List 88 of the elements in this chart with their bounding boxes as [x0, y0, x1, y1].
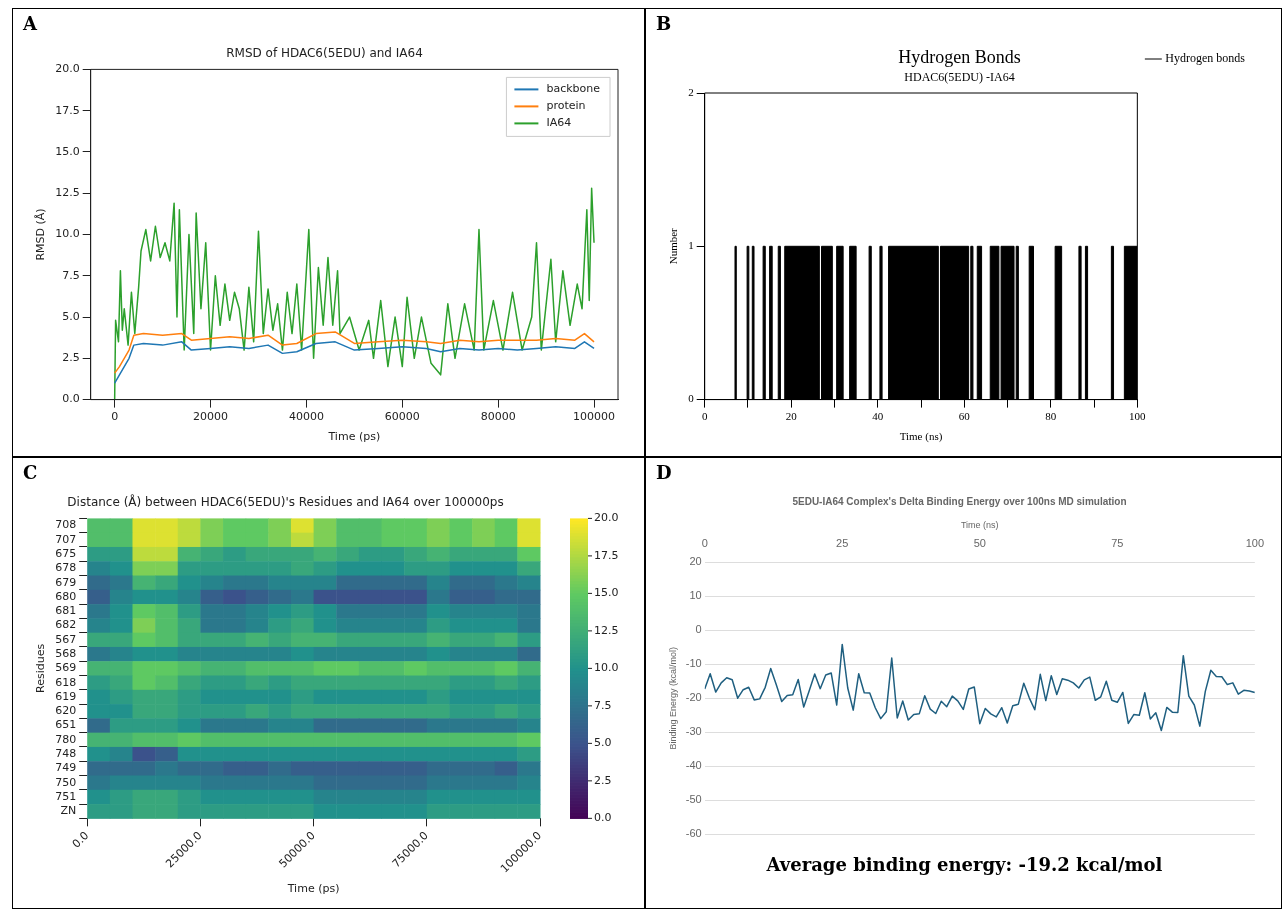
legend-label: backbone [546, 82, 601, 96]
y-tick-label: 680 [55, 589, 77, 603]
y-tick-label: 15.0 [55, 144, 80, 158]
chart-title: Distance (Å) between HDAC6(5EDU)'s Residues and IA64 over 100000ps [67, 494, 504, 510]
y-tick-label: -60 [685, 827, 702, 840]
chart-subtitle: HDAC6(5EDU) -IA64 [904, 69, 1015, 84]
x-tick-label: 80 [1045, 410, 1057, 423]
y-tick-label: 0 [688, 392, 695, 405]
y-tick-label: 10.0 [55, 227, 80, 241]
chart-title: Hydrogen Bonds [898, 46, 1021, 67]
color-bar-label: 15.0 [594, 586, 619, 600]
y-tick-label: 10 [689, 589, 702, 602]
y-tick-label: -10 [685, 657, 702, 670]
color-bar-label: 12.5 [594, 623, 619, 637]
x-tick-label: 75 [1111, 537, 1124, 550]
y-tick-label: 20 [689, 555, 702, 568]
y-tick-label: 17.5 [55, 103, 80, 117]
y-tick-label: -20 [685, 691, 702, 704]
y-tick-label: -50 [685, 793, 702, 806]
y-tick-label: 567 [55, 632, 77, 646]
color-bar-label: 5.0 [594, 736, 612, 750]
y-tick-label: 569 [55, 661, 77, 675]
x-tick-label: 100 [1129, 410, 1147, 423]
y-tick-label: 618 [55, 675, 77, 689]
text: D [656, 462, 672, 483]
x-tick-label: 50 [973, 537, 986, 550]
y-tick-label: 750 [55, 775, 77, 789]
y-tick-label: 2 [688, 85, 694, 98]
y-tick-label: 2.5 [62, 351, 80, 365]
y-tick-label: 681 [55, 604, 77, 618]
y-tick-label: ZN [60, 804, 77, 818]
y-axis-title: Binding Energy (kcal/mol) [667, 646, 678, 750]
x-tick-label: 40000 [288, 410, 324, 424]
y-tick-label: 620 [55, 704, 77, 718]
x-tick-label: 60 [958, 410, 971, 423]
y-tick-label: 1 [688, 239, 694, 252]
legend-label: IA64 [546, 116, 572, 130]
x-axis-title: Time (ps) [327, 430, 381, 444]
x-axis-title: Time (ps) [286, 882, 340, 896]
y-tick-label: 5.0 [62, 309, 80, 323]
x-tick-label: 80000 [480, 410, 516, 424]
color-bar-label: 20.0 [594, 511, 619, 525]
y-tick-label: -40 [685, 759, 702, 772]
color-bar-label: 0.0 [594, 811, 612, 825]
y-tick-label: 748 [55, 746, 77, 760]
y-axis-title: RMSD (Å) [34, 208, 48, 261]
color-bar-label: 17.5 [594, 548, 619, 562]
color-bar-label: 10.0 [594, 661, 619, 675]
x-axis-title: Time (ns) [899, 430, 943, 444]
text: B [656, 13, 672, 34]
chart-title: 5EDU-IA64 Complex's Delta Binding Energy over 100ns MD simulation [792, 495, 1127, 507]
y-tick-label: 7.5 [62, 268, 80, 282]
x-tick-label: 40 [872, 410, 884, 423]
x-tick-label: 20000 [193, 410, 229, 424]
y-tick-label: 780 [55, 732, 77, 746]
y-axis-title: Residues [34, 643, 48, 693]
y-tick-label: 708 [55, 518, 77, 532]
y-tick-label: 682 [55, 618, 77, 632]
x-tick-label: 100 [1245, 537, 1264, 550]
x-axis-title: Time (ns) [960, 519, 999, 530]
x-tick-label: 60000 [384, 410, 420, 424]
legend-label: protein [546, 99, 586, 113]
text: Average binding energy: -19.2 kcal/mol [765, 854, 1164, 875]
y-tick-label: 751 [55, 789, 77, 803]
x-tick-label: 20 [785, 410, 798, 423]
x-tick-label: 0 [111, 410, 119, 424]
chart-title: RMSD of HDAC6(5EDU) and IA64 [226, 46, 423, 61]
text: A [23, 13, 37, 34]
y-tick-label: 651 [55, 718, 77, 732]
x-tick-label: 25 [836, 537, 849, 550]
y-tick-label: 0.0 [62, 392, 80, 406]
y-tick-label: 707 [55, 532, 77, 546]
color-bar-label: 2.5 [594, 773, 612, 787]
text: C [23, 462, 38, 483]
y-tick-label: 749 [55, 761, 77, 775]
y-tick-label: 679 [55, 575, 77, 589]
legend-label: Hydrogen bonds [1165, 51, 1246, 66]
color-bar-label: 7.5 [594, 698, 612, 712]
y-tick-label: 568 [55, 646, 77, 660]
y-tick-label: 678 [55, 561, 77, 575]
y-tick-label: 675 [55, 546, 77, 560]
y-axis-title: Number [667, 227, 680, 265]
y-tick-label: 619 [55, 689, 77, 703]
x-tick-label: 100000 [573, 410, 616, 424]
y-tick-label: -30 [685, 725, 702, 738]
y-tick-label: 0 [695, 623, 702, 636]
y-tick-label: 12.5 [55, 186, 80, 200]
y-tick-label: 20.0 [55, 62, 80, 76]
